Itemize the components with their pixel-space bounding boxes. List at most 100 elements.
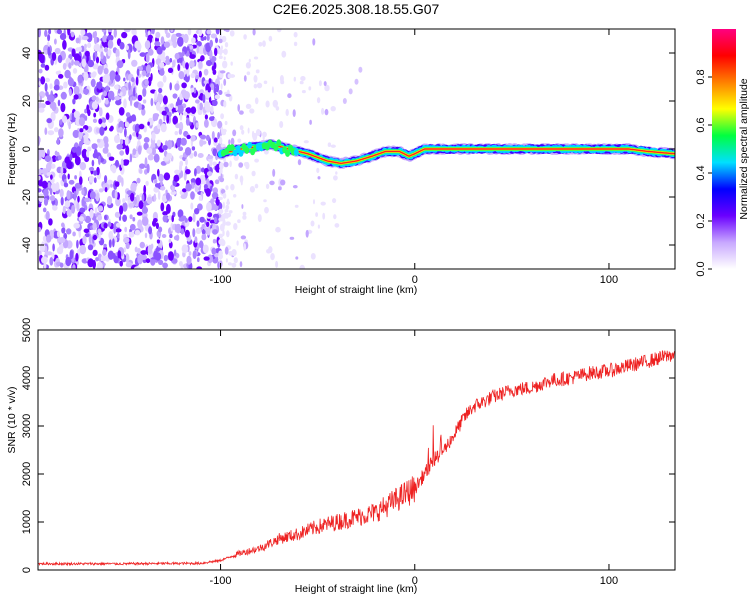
- noise-blob: [51, 155, 57, 163]
- noise-blob: [253, 83, 258, 89]
- noise-blob: [51, 52, 57, 61]
- noise-blob: [272, 99, 278, 108]
- noise-blob: [225, 204, 230, 210]
- noise-blob: [125, 242, 130, 250]
- noise-blob: [189, 60, 195, 68]
- noise-blob: [76, 146, 82, 157]
- noise-blob: [104, 99, 109, 105]
- noise-blob: [114, 211, 121, 218]
- noise-blob: [118, 89, 121, 94]
- noise-blob: [145, 53, 150, 63]
- noise-blob: [292, 109, 296, 117]
- noise-blob: [146, 163, 150, 174]
- noise-blob: [155, 101, 161, 111]
- noise-blob: [160, 186, 166, 191]
- noise-blob: [47, 130, 55, 136]
- noise-blob: [196, 220, 200, 227]
- noise-blob: [75, 37, 80, 44]
- noise-blob: [309, 119, 312, 125]
- snr-ylabel: SNR (10 * v/v): [6, 386, 18, 453]
- noise-blob: [41, 149, 46, 158]
- noise-blob: [119, 150, 125, 156]
- noise-blob: [214, 47, 218, 57]
- noise-blob: [88, 175, 95, 183]
- noise-blob: [55, 181, 60, 191]
- noise-blob: [40, 63, 46, 68]
- noise-blob: [156, 139, 161, 147]
- noise-blob: [189, 184, 192, 190]
- noise-blob: [254, 183, 259, 189]
- noise-blob: [223, 48, 228, 55]
- noise-blob: [103, 222, 108, 229]
- noise-blob: [108, 239, 112, 248]
- noise-blob: [98, 232, 101, 242]
- noise-blob: [133, 266, 141, 269]
- noise-blob: [54, 38, 57, 45]
- noise-blob: [134, 246, 138, 253]
- noise-blob: [77, 195, 80, 203]
- noise-blob: [142, 99, 147, 104]
- noise-blob: [175, 32, 182, 37]
- noise-blob: [41, 256, 48, 264]
- noise-blob: [148, 226, 153, 235]
- noise-blob: [228, 139, 231, 145]
- noise-blob: [175, 234, 180, 241]
- noise-blob: [147, 34, 153, 40]
- spectrogram-panel: -100 0 100 -40 -20 0 20 40 Height of straight l…: [6, 28, 676, 296]
- noise-blob: [81, 187, 85, 195]
- noise-blob: [178, 121, 184, 132]
- noise-blob: [92, 234, 98, 241]
- noise-blob: [114, 190, 118, 200]
- noise-blob: [84, 215, 92, 224]
- noise-blob: [74, 53, 81, 62]
- noise-blob: [118, 126, 123, 134]
- noise-blob: [228, 210, 233, 214]
- noise-blob: [232, 129, 237, 137]
- noise-blob: [163, 114, 166, 122]
- noise-blob: [249, 186, 255, 193]
- noise-blob: [121, 177, 124, 187]
- noise-blob: [215, 29, 220, 35]
- noise-blob: [197, 153, 204, 158]
- noise-blob: [209, 159, 213, 168]
- noise-blob: [213, 137, 218, 143]
- noise-blob: [159, 62, 165, 68]
- noise-blob: [169, 82, 172, 91]
- noise-blob: [170, 103, 174, 108]
- noise-blob: [51, 101, 57, 112]
- noise-blob: [107, 39, 114, 49]
- noise-blob: [68, 88, 72, 97]
- noise-blob: [114, 74, 121, 82]
- noise-blob: [316, 97, 321, 104]
- noise-blob: [239, 125, 244, 131]
- noise-blob: [246, 71, 251, 76]
- noise-blob: [90, 72, 94, 78]
- noise-blob: [219, 72, 224, 79]
- noise-blob: [173, 249, 177, 256]
- noise-blob: [354, 78, 359, 85]
- noise-blob: [138, 123, 145, 130]
- noise-blob: [144, 232, 148, 239]
- noise-blob: [57, 99, 61, 107]
- noise-blob: [299, 80, 304, 85]
- noise-blob: [332, 198, 337, 204]
- noise-blob: [219, 162, 224, 170]
- noise-blob: [279, 121, 284, 128]
- noise-blob: [83, 228, 90, 234]
- noise-blob: [60, 91, 67, 100]
- noise-blob: [264, 149, 269, 155]
- noise-blob: [218, 196, 223, 201]
- noise-blob: [193, 87, 197, 94]
- noise-blob: [76, 239, 79, 249]
- spectrogram-ytick-label: -20: [21, 189, 33, 205]
- noise-blob: [102, 35, 108, 43]
- noise-blob: [134, 229, 141, 236]
- noise-blob: [91, 159, 95, 167]
- noise-blob: [68, 62, 72, 69]
- ridge-blob: [235, 145, 241, 153]
- noise-blob: [313, 199, 315, 205]
- noise-blob: [199, 216, 205, 223]
- spectrogram-ytick-label: 20: [21, 95, 33, 107]
- noise-blob: [206, 29, 212, 35]
- noise-blob: [151, 29, 155, 35]
